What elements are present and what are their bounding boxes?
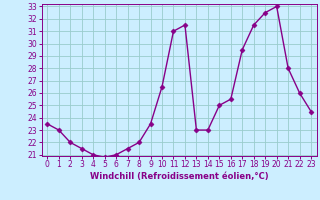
X-axis label: Windchill (Refroidissement éolien,°C): Windchill (Refroidissement éolien,°C) bbox=[90, 172, 268, 181]
